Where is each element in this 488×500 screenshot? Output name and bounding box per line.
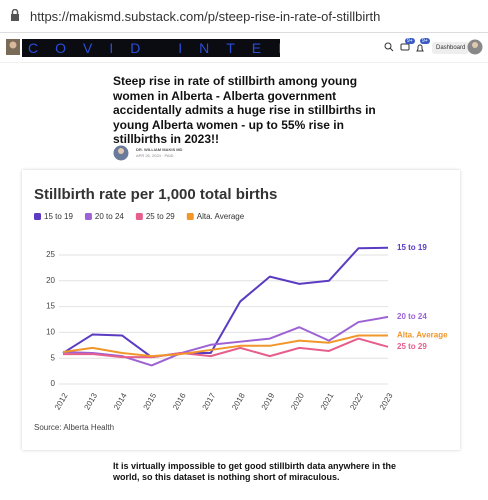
y-tick-label: 5 xyxy=(51,353,56,362)
x-tick-label: 2017 xyxy=(201,391,218,411)
end-label: 15 to 19 xyxy=(397,243,427,252)
x-tick-label: 2018 xyxy=(230,391,247,411)
author-avatar[interactable] xyxy=(113,145,129,161)
x-tick-label: 2015 xyxy=(142,391,159,411)
legend-swatch xyxy=(135,213,143,220)
x-tick-label: 2019 xyxy=(260,391,277,411)
author[interactable]: DR. WILLIAM MAKIS MD xyxy=(136,147,183,152)
legend-label: 25 to 29 xyxy=(146,212,175,221)
lock-icon xyxy=(11,9,19,21)
series-line xyxy=(62,246,389,359)
y-tick-label: 20 xyxy=(46,276,55,285)
legend-label: Alta. Average xyxy=(197,212,245,221)
article-title: Steep rise in rate of stillbirth among y… xyxy=(113,74,376,146)
y-tick-label: 15 xyxy=(46,302,55,311)
chart-card: Stillbirth rate per 1,000 total births S… xyxy=(22,170,460,450)
y-tick-label: 25 xyxy=(46,250,55,259)
site-header: COVID INTEL 9+ 9+ Dashboard xyxy=(0,34,488,63)
x-tick-label: 2012 xyxy=(53,391,70,411)
chart-title: Stillbirth rate per 1,000 total births xyxy=(34,186,277,203)
chart-source: Source: Alberta Health xyxy=(34,423,114,432)
x-tick-label: 2022 xyxy=(348,391,365,411)
site-logo[interactable]: COVID INTEL xyxy=(22,39,280,57)
series-line xyxy=(63,337,389,359)
end-label: 20 to 24 xyxy=(397,312,427,321)
legend-swatch xyxy=(84,213,92,220)
series-line xyxy=(62,315,389,367)
bell-icon[interactable] xyxy=(415,43,425,53)
legend-label: 15 to 19 xyxy=(44,212,73,221)
end-label: 25 to 29 xyxy=(397,342,427,351)
x-tick-label: 2023 xyxy=(378,391,395,411)
x-tick-label: 2013 xyxy=(82,391,99,411)
chat-icon[interactable] xyxy=(400,43,410,53)
chart: Stillbirth rate per 1,000 total births S… xyxy=(34,186,448,432)
badge: 9+ xyxy=(405,38,415,44)
y-tick-label: 0 xyxy=(51,379,56,388)
date: APR 26, 2024 · PAID xyxy=(136,153,174,158)
site-icon[interactable] xyxy=(6,39,20,55)
x-tick-label: 2020 xyxy=(289,391,306,411)
legend-swatch xyxy=(34,213,41,220)
legend-swatch xyxy=(186,213,194,220)
x-tick-label: 2021 xyxy=(319,391,336,411)
search-icon[interactable] xyxy=(384,42,394,52)
article-body: It is virtually impossible to get good s… xyxy=(113,461,397,482)
x-tick-label: 2016 xyxy=(171,391,188,411)
user-avatar[interactable] xyxy=(467,39,483,55)
end-label: Alta. Average xyxy=(397,331,448,340)
x-tick-label: 2014 xyxy=(112,391,129,411)
dashboard-button[interactable]: Dashboard xyxy=(432,42,470,54)
url-bar: https://makismd.substack.com/p/steep-ris… xyxy=(0,0,488,33)
url[interactable]: https://makismd.substack.com/p/steep-ris… xyxy=(30,9,381,24)
series-line xyxy=(62,334,388,358)
badge: 9+ xyxy=(420,38,430,44)
legend-label: 20 to 24 xyxy=(95,212,124,221)
y-tick-label: 10 xyxy=(46,328,55,337)
